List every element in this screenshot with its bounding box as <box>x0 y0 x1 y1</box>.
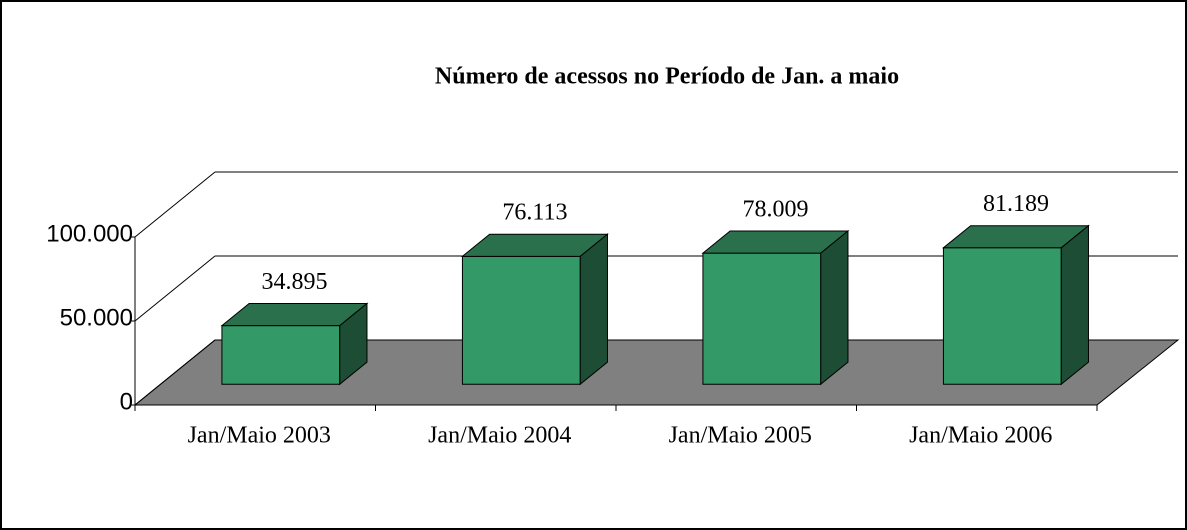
bar-side <box>339 302 368 386</box>
value-label: 78.009 <box>742 197 808 223</box>
y-tick-label: 100.000 <box>46 220 133 247</box>
bar-front <box>461 255 581 385</box>
x-tick-label: Jan/Maio 2005 <box>669 423 812 449</box>
bar <box>942 224 1090 386</box>
y-tick-label: 0 <box>120 388 133 415</box>
bar-front <box>942 247 1062 385</box>
y-tick-label: 50.000 <box>60 304 133 331</box>
chart-title: Número de acessos no Período de Jan. a m… <box>435 64 899 90</box>
grid-line <box>134 339 216 406</box>
bar <box>461 233 609 386</box>
bar-front <box>702 252 822 385</box>
x-tick-label: Jan/Maio 2003 <box>188 423 331 449</box>
bar <box>220 302 369 386</box>
value-label: 81.189 <box>983 191 1049 217</box>
bar-side <box>579 233 608 386</box>
grid-line <box>134 171 216 238</box>
value-label: 76.113 <box>502 200 567 226</box>
value-label: 34.895 <box>261 269 327 295</box>
bar <box>701 229 850 386</box>
grid-line <box>134 255 216 322</box>
x-tick-label: Jan/Maio 2004 <box>428 423 571 449</box>
bar-front <box>221 325 341 385</box>
bar-side <box>820 229 849 386</box>
x-tick-label: Jan/Maio 2006 <box>909 423 1052 449</box>
bar-side <box>1060 224 1089 386</box>
